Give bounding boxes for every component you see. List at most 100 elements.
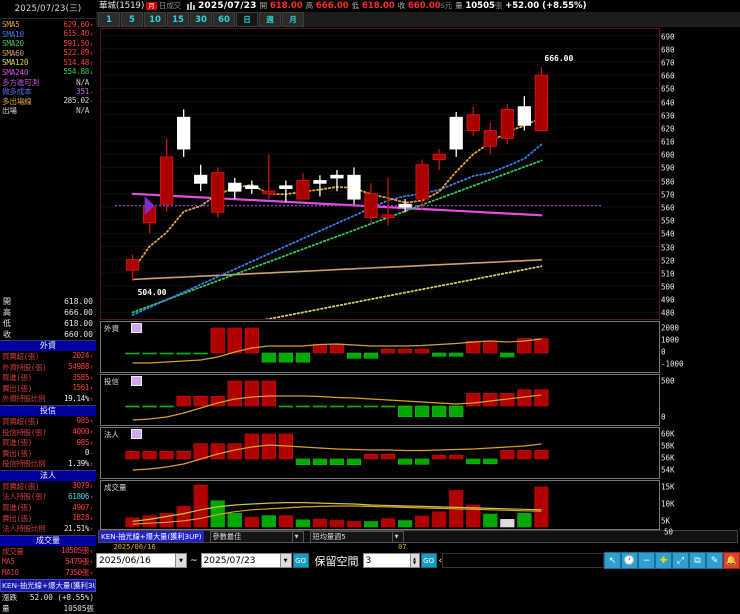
date-to-dropdown-icon[interactable]: ▼ [280, 553, 292, 568]
ma-value: 615.40 [63, 29, 89, 39]
candlestick[interactable] [466, 106, 480, 136]
sub-bar [534, 450, 549, 460]
period-button-cjk-1[interactable]: 週 [259, 12, 281, 27]
pencil-icon[interactable]: ✎ [706, 552, 723, 569]
ohlc-label: 高 [3, 307, 11, 317]
period-badge: 月 [146, 2, 157, 10]
candlestick[interactable] [330, 170, 344, 192]
candlestick[interactable] [432, 148, 446, 171]
candlestick[interactable] [313, 175, 327, 197]
reserve-space-label: 保留空間 [314, 554, 359, 568]
period-button-cjk-2[interactable]: 月 [282, 12, 304, 27]
candlestick[interactable] [500, 104, 514, 144]
period-button-cjk-0[interactable]: 日 [236, 12, 258, 27]
symbol-name[interactable]: 華城(1519) [99, 1, 145, 11]
ma-value: 285.02 [63, 96, 89, 106]
go-button-2[interactable]: GO [420, 553, 437, 568]
crosshair-icon[interactable]: ⧉ [689, 552, 706, 569]
section-row: 投信持股比例 1.39%↑ [0, 459, 96, 470]
candlestick[interactable] [159, 138, 174, 213]
candlestick[interactable] [517, 96, 531, 131]
foreign-panel[interactable]: 外資 2000 1000 0 -1000 [100, 321, 684, 373]
minus-icon[interactable]: − [638, 552, 655, 569]
trend-arrow-icon: ↑ [89, 31, 94, 39]
date-to-field[interactable]: 2025/07/23 [200, 553, 281, 568]
candlestick[interactable] [211, 167, 225, 218]
trend-arrow-icon: ↑ [89, 59, 94, 67]
period-button-10[interactable]: 10 [144, 12, 166, 27]
trendline-icon[interactable]: ⤢ [672, 552, 689, 569]
section-row-label: 法人持股比例 [2, 524, 46, 534]
reserve-space-stepper[interactable]: ▲ ▼ [410, 553, 420, 568]
sub-tick-label: -1000 [661, 359, 684, 369]
candlestick[interactable] [296, 172, 310, 200]
candlestick[interactable] [398, 199, 412, 213]
chart-area: 華城(1519) 月日成交 2025/07/23 開 618.00 高 666.00 低… [96, 0, 740, 569]
candlestick[interactable] [364, 183, 378, 223]
sub-bar [432, 352, 447, 357]
candlestick[interactable] [483, 122, 497, 155]
institution-panel[interactable]: 法人 60K 58K 56K 54K [100, 427, 675, 479]
indicator-select-1[interactable]: 參數最佳 ▼ [209, 530, 304, 543]
ohlc-row: 低 618.00 [0, 318, 96, 329]
trend-arrow-icon: ↓ [89, 69, 94, 77]
sub-bar [517, 512, 532, 528]
ma-label: SMA5 [2, 20, 20, 29]
sub-bar [466, 458, 481, 465]
ma-row: SMA5 629.60↑ [0, 20, 96, 30]
go-button[interactable]: GO [292, 553, 309, 568]
candlestick[interactable] [262, 154, 276, 200]
candlestick[interactable] [347, 167, 361, 205]
indicator-name[interactable]: KEN-抽光線+爆大量(獲利3UP) [99, 531, 204, 542]
strategy-label[interactable]: KEN-抽光線+爆大量(獲利3UP) [0, 578, 96, 592]
indicator-select-2[interactable]: 短均量週5 ▼ [309, 530, 404, 543]
trust-panel[interactable]: 投信 500 0 [100, 374, 675, 426]
price-tick-label: 510 [661, 269, 675, 279]
sub-bar [176, 396, 191, 407]
period-button-60[interactable]: 60 [213, 12, 235, 27]
candlestick[interactable] [245, 180, 259, 194]
chevron-left-icon[interactable]: ‹ [438, 555, 443, 566]
reserve-space-input[interactable]: 3 [362, 553, 411, 568]
section-row-value-group: 1561↑ [72, 383, 94, 395]
period-button-5[interactable]: 5 [121, 12, 143, 27]
sub-bar [363, 453, 379, 460]
summary-row: 量 10505張 [0, 603, 96, 614]
candlestick[interactable] [449, 112, 463, 157]
candlestick[interactable] [177, 109, 191, 157]
sub-tick-label: 15K [661, 482, 675, 492]
candlestick[interactable] [381, 177, 395, 226]
candlestick[interactable] [125, 254, 140, 281]
plus-icon[interactable]: ✚ [655, 552, 672, 569]
section-row-value-group: 985↑ [76, 416, 94, 428]
candlestick[interactable] [194, 164, 208, 192]
trust-panel-title: 投信 [104, 377, 119, 386]
trend-arrow-icon: ↑ [89, 525, 94, 533]
sub-bar [380, 453, 396, 460]
sub-bar [415, 515, 430, 528]
institution-legend-icon[interactable] [131, 429, 142, 439]
chevron-down-icon[interactable]: ▼ [291, 531, 301, 542]
period-button-1[interactable]: 1 [98, 12, 120, 27]
candlestick[interactable] [415, 159, 429, 210]
period-button-15[interactable]: 15 [167, 12, 189, 27]
chevron-down-icon[interactable]: ▼ [391, 531, 401, 542]
section-row-value-group: 1.39%↑ [68, 459, 94, 471]
candlestick[interactable] [279, 180, 293, 202]
bell-icon[interactable]: 🔔 [723, 552, 740, 569]
price-chart-panel[interactable]: 504.00 666.00 690 680 670 660 650 640 630 620 610… [100, 28, 675, 320]
candlestick[interactable] [228, 177, 242, 200]
ohlc-label: 收 [3, 329, 11, 339]
period-button-30[interactable]: 30 [190, 12, 212, 27]
date-from-field[interactable]: 2025/06/16 [96, 553, 176, 568]
trust-legend-icon[interactable] [131, 376, 142, 386]
trend-arrow-icon: ↑ [89, 374, 94, 382]
clock-icon[interactable]: 🕐 [621, 552, 638, 569]
volume-panel[interactable]: 成交量 15K 10K 5K [100, 480, 675, 530]
high-label: 高 [305, 1, 314, 10]
date-from-dropdown-icon[interactable]: ▼ [176, 553, 187, 568]
status-fill [442, 553, 604, 568]
candlestick[interactable] [534, 67, 549, 131]
cursor-arrow-icon[interactable]: ↖ [604, 552, 621, 569]
foreign-legend-icon[interactable] [131, 323, 142, 333]
